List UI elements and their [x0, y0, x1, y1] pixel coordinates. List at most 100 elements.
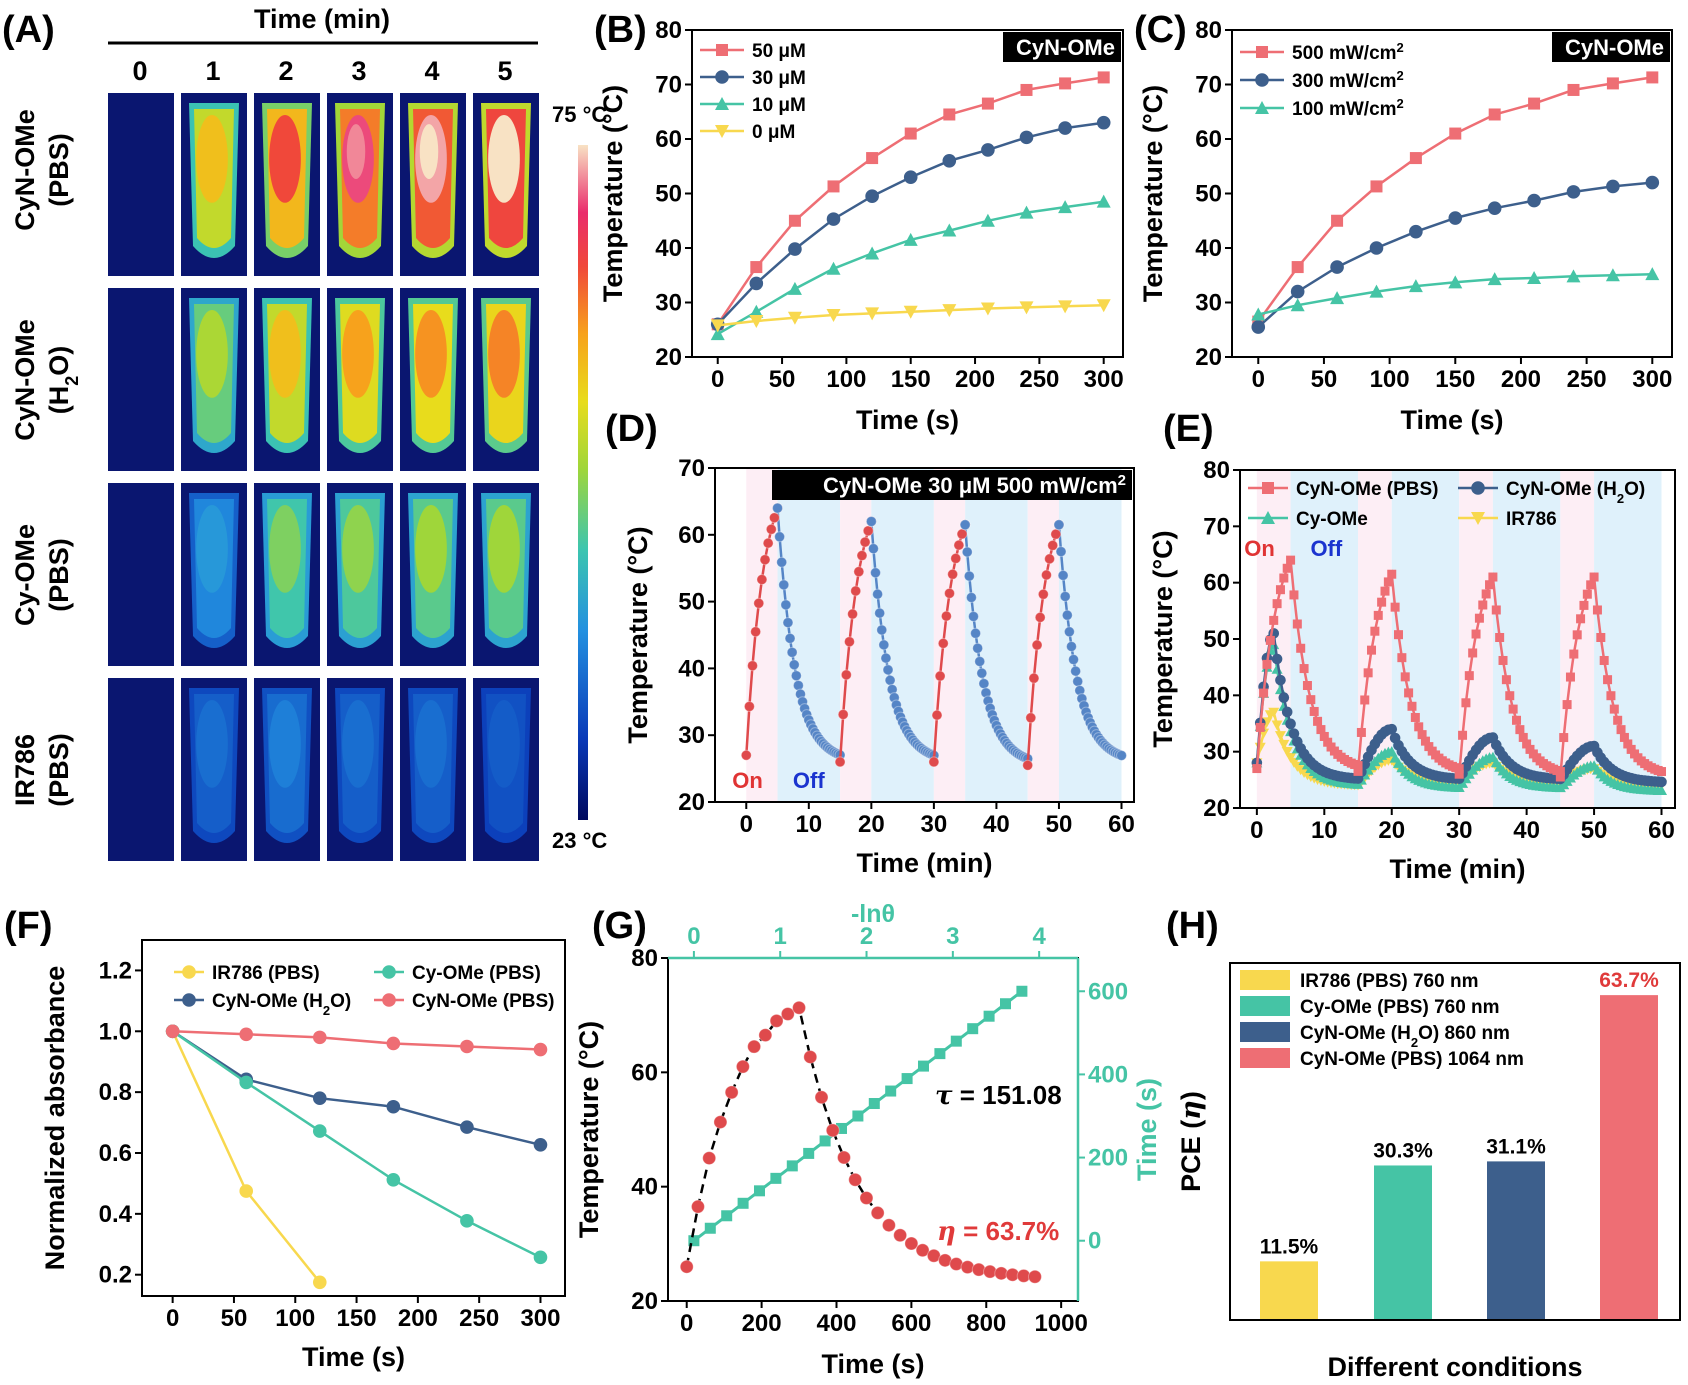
- data-point-F: [460, 1039, 474, 1054]
- data-point-C: [1409, 152, 1422, 165]
- data-point-C: [1290, 284, 1305, 299]
- data-point-B: [1019, 205, 1034, 219]
- data-point-C: [1488, 108, 1501, 121]
- y-tick-label-B: 30: [655, 290, 682, 317]
- legend-entry-F-label: CyN-OMe (H2O): [212, 991, 351, 1018]
- x-axis-title-D: Time (min): [856, 848, 992, 878]
- x-tick-label-E: 20: [1378, 817, 1405, 844]
- data-point-E: [1468, 648, 1478, 658]
- panel-a-col-label: 5: [497, 56, 512, 86]
- svg-text:IR786: IR786: [10, 734, 40, 806]
- data-point-E: [1454, 769, 1464, 779]
- x-tick-label-G: 0: [680, 1310, 693, 1337]
- x-axis-title-F: Time (s): [302, 1342, 405, 1372]
- data-point-C: [1331, 214, 1344, 227]
- heating-point: [956, 528, 968, 540]
- temperature-point: [758, 1028, 773, 1043]
- data-point-E: [1282, 563, 1292, 573]
- data-point-B: [980, 213, 995, 227]
- heating-point: [765, 523, 777, 535]
- off-label-E: Off: [1310, 536, 1342, 561]
- x-tick-label-D: 20: [858, 811, 885, 838]
- x-tick-label-B: 300: [1084, 366, 1124, 393]
- data-point-E: [1559, 733, 1569, 743]
- temperature-point: [926, 1248, 941, 1263]
- y-tick-label-B: 70: [655, 72, 682, 99]
- data-point-E: [1383, 577, 1393, 587]
- cooling-point: [778, 579, 790, 591]
- fit-data-point: [803, 1147, 815, 1159]
- pce-bar: [1487, 1161, 1545, 1320]
- cooling-point: [774, 531, 786, 543]
- fit-data-point: [885, 1085, 897, 1097]
- data-point-E: [1319, 731, 1329, 741]
- data-point-F: [312, 1124, 327, 1138]
- fit-data-point: [917, 1060, 929, 1072]
- heating-point: [934, 670, 946, 682]
- cooling-point: [872, 588, 884, 600]
- row-label-cyn-ome-pbs: CyN-OMe (PBS): [10, 109, 74, 231]
- x-tick-label-F: 50: [221, 1305, 248, 1332]
- x-tick-label-F: 300: [520, 1305, 560, 1332]
- legend-entry-C-label: 300 mW/cm2: [1292, 68, 1404, 93]
- y-tick-label-F: 0.4: [99, 1201, 133, 1228]
- row-label-ir786-pbs: IR786 (PBS): [10, 733, 74, 807]
- data-point-E: [1360, 695, 1370, 705]
- data-point-F: [165, 1024, 180, 1039]
- data-point-C: [1487, 201, 1502, 216]
- data-point-B: [1019, 301, 1034, 315]
- y-tick-label-E: 70: [1203, 513, 1230, 540]
- fit-data-point: [786, 1160, 798, 1172]
- data-point-E: [1265, 635, 1275, 645]
- data-point-B: [904, 127, 917, 140]
- legend-entry-B-marker: [715, 125, 729, 138]
- data-point-B: [943, 108, 956, 121]
- legend-entry-B-marker: [715, 97, 729, 110]
- data-point-E: [1616, 725, 1626, 735]
- data-point-C: [1290, 298, 1305, 312]
- data-point-E: [1522, 739, 1532, 749]
- row-label-cyn-ome-h2o: CyN-OMe (H2O): [10, 319, 82, 441]
- data-point-C: [1251, 320, 1266, 334]
- data-point-B: [826, 261, 841, 275]
- heating-point: [1047, 539, 1059, 551]
- tube-core: [492, 124, 512, 180]
- x-tick-label-F: 0: [166, 1305, 179, 1332]
- data-point-B: [1097, 71, 1110, 84]
- x-tick-label-E: 60: [1648, 817, 1675, 844]
- laser-on-region: [1027, 468, 1059, 802]
- legend-entry-C-marker: [1256, 46, 1268, 58]
- cooling-point: [959, 519, 971, 531]
- fit-data-point: [721, 1210, 733, 1222]
- thermal-image-cell: [108, 678, 174, 861]
- fit-data-point: [901, 1073, 913, 1085]
- series-line-F: [172, 1030, 541, 1147]
- data-point-E: [1286, 555, 1296, 565]
- x-tick-label-B: 0: [711, 366, 724, 393]
- legend-entry-C-label: 500 mW/cm2: [1292, 40, 1404, 65]
- heating-point: [947, 568, 959, 580]
- legend-entry-E-marker: [1261, 511, 1275, 524]
- y-tick-label-C: 60: [1195, 126, 1222, 153]
- y-tick-label-D: 60: [678, 522, 705, 549]
- thermal-image-grid: [108, 93, 539, 861]
- data-point-B: [942, 304, 957, 318]
- data-point-C: [1448, 211, 1463, 225]
- data-point-E: [1417, 730, 1427, 740]
- on-label-D: On: [732, 768, 763, 793]
- legend-entry-E-label: CyN-OMe (PBS): [1296, 479, 1439, 500]
- panel-label-E: (E): [1163, 408, 1214, 450]
- data-point-E: [1390, 602, 1400, 612]
- data-point-E: [1458, 730, 1468, 740]
- pce-bar: [1374, 1165, 1432, 1320]
- svg-text:(H2O): (H2O): [44, 346, 82, 415]
- plot-frame-F: [141, 939, 566, 1297]
- cooling-point: [1061, 609, 1073, 621]
- fit-data-point: [753, 1185, 765, 1197]
- tube-hotspot: [269, 114, 301, 203]
- heating-point: [750, 626, 762, 638]
- y-tick-label-B: 80: [655, 17, 682, 44]
- data-point-E: [1313, 716, 1323, 726]
- pce-bar: [1600, 995, 1658, 1320]
- data-point-B: [750, 261, 763, 274]
